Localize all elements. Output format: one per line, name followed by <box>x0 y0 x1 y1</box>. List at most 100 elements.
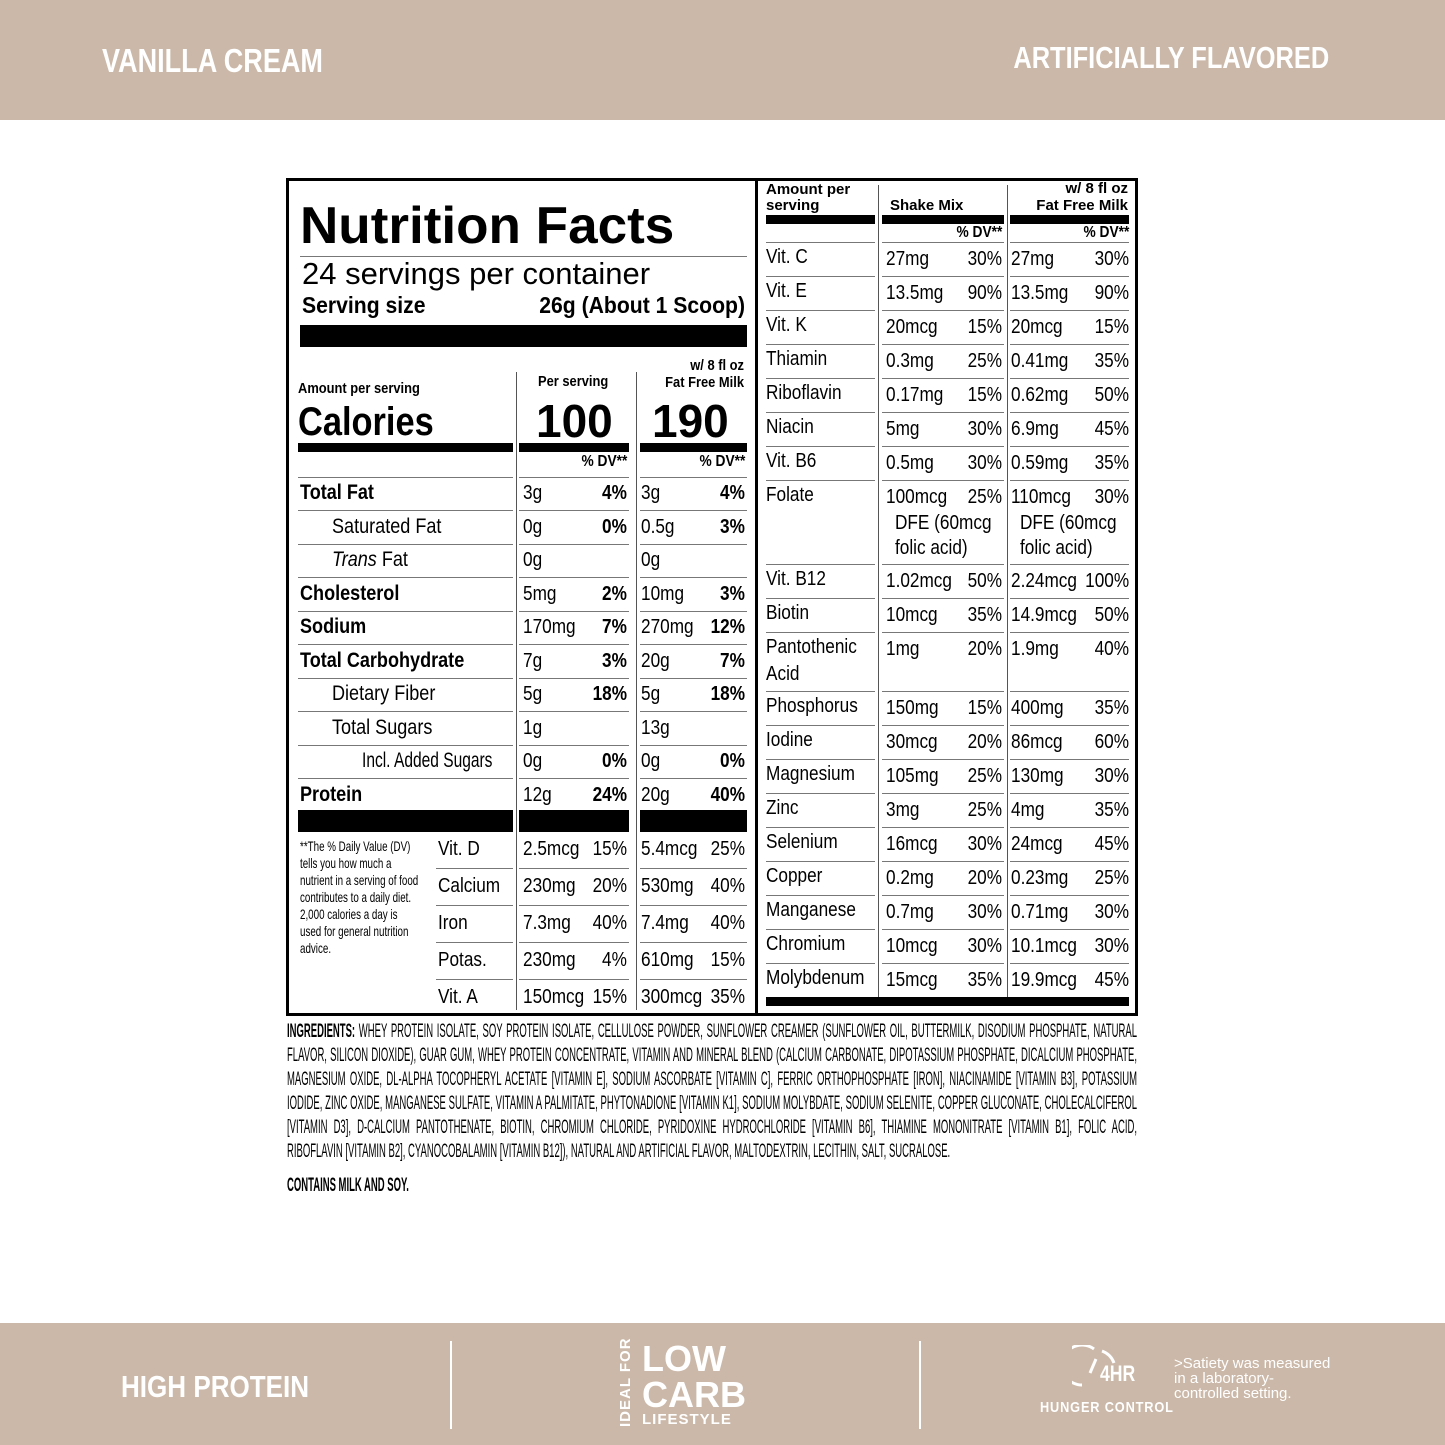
thick-divider <box>766 215 875 224</box>
dv-with-milk: 15% <box>1094 316 1129 338</box>
amount-with-milk: 270mg <box>641 616 694 638</box>
dv-with-milk: 90% <box>1094 282 1129 304</box>
amount-per-serving: 0g <box>523 549 543 571</box>
nutrient-name: Protein <box>300 782 363 806</box>
row-divider <box>882 412 1004 413</box>
header-band: VANILLA CREAM ARTIFICIALLY FLAVORED <box>0 0 1445 120</box>
amount-shake-mix: 10mcg <box>886 604 938 626</box>
amount-with-milk: 0.62mg <box>1011 384 1069 406</box>
row-divider <box>519 711 629 712</box>
dv-with-milk: 18% <box>710 683 745 705</box>
row-divider <box>766 895 875 896</box>
dv-with-milk: 3% <box>720 515 745 538</box>
thick-divider <box>640 810 747 832</box>
folate-note: DFE (60mcg <box>1020 512 1117 534</box>
nutrient-name: Thiamin <box>766 348 828 370</box>
nutrient-name: Magnesium <box>766 763 855 785</box>
per-serving-header: Per serving <box>538 373 609 390</box>
row-divider <box>882 480 1004 481</box>
row-divider <box>298 610 513 612</box>
dv-per-serving: 7% <box>602 616 627 638</box>
row-divider <box>519 543 629 545</box>
dv-with-milk: 15% <box>710 949 745 971</box>
amount-shake-mix: 27mg <box>886 248 930 270</box>
amount-with-milk: 20g <box>641 649 670 672</box>
amount-with-milk: 4mg <box>1011 799 1045 821</box>
amount-shake-mix: 16mcg <box>886 833 938 855</box>
row-divider <box>882 632 1004 633</box>
row-divider <box>298 510 513 511</box>
row-divider <box>1010 344 1129 345</box>
dv-with-milk: 4% <box>720 482 745 504</box>
nutrient-name: Selenium <box>766 831 838 853</box>
row-divider <box>300 256 747 257</box>
row-divider <box>1010 963 1129 964</box>
dv-with-milk: 30% <box>1094 935 1129 957</box>
row-divider <box>882 564 1004 565</box>
dv-shake-mix: 30% <box>967 901 1002 923</box>
dv-with-milk: 30% <box>1094 765 1129 787</box>
dv-per-serving: 0% <box>602 515 627 538</box>
dv-with-milk: 45% <box>1094 833 1129 855</box>
dv-with-milk: 25% <box>1094 867 1129 889</box>
dv-shake-mix: 50% <box>967 570 1002 592</box>
dv-per-serving: 4% <box>602 482 627 504</box>
dv-with-milk: 45% <box>1094 418 1129 440</box>
nutrition-facts-label <box>286 178 1138 1016</box>
dv-per-serving: 24% <box>592 783 627 806</box>
thick-divider <box>519 443 629 452</box>
dv-shake-mix: 25% <box>967 486 1002 508</box>
amount-per-serving: 0g <box>523 515 543 538</box>
nutrient-name: Biotin <box>766 602 810 624</box>
dv-shake-mix: 25% <box>967 350 1002 372</box>
dv-with-milk: 35% <box>1094 350 1129 372</box>
dv-with-milk: 50% <box>1094 384 1129 406</box>
row-divider <box>766 861 875 862</box>
amount-shake-mix: 20mcg <box>886 316 938 338</box>
nutrient-name: Cholesterol <box>300 581 400 605</box>
row-divider <box>298 711 513 712</box>
nutrient-name: Riboflavin <box>766 382 842 404</box>
nutrient-name: Trans Fat <box>332 548 408 571</box>
dv-shake-mix: 30% <box>967 248 1002 270</box>
dv-with-milk: 35% <box>1094 697 1129 719</box>
amount-with-milk: 110mcg <box>1011 486 1071 508</box>
amount-per-serving-label: Amount per serving <box>298 380 420 397</box>
row-divider <box>1010 827 1129 828</box>
hunger-hours: 4HR <box>1100 1361 1136 1386</box>
amount-shake-mix: 0.17mg <box>886 384 944 406</box>
row-divider <box>1010 480 1129 481</box>
row-divider <box>640 610 747 612</box>
amount-shake-mix: 3mg <box>886 799 920 821</box>
row-divider <box>519 644 629 645</box>
amount-with-milk: 0.71mg <box>1011 901 1069 923</box>
dv-with-milk: 30% <box>1094 901 1129 923</box>
thick-divider <box>298 810 513 832</box>
amount-with-milk: 530mg <box>641 875 694 897</box>
nutrient-name: Molybdenum <box>766 967 865 989</box>
dv-header: % DV** <box>581 453 627 470</box>
amount-per-serving: 230mg <box>523 875 576 897</box>
dv-shake-mix: 20% <box>967 638 1002 660</box>
amount-with-milk: 10mg <box>641 582 685 605</box>
column-divider <box>878 185 879 997</box>
vitamin-name: Vit. D <box>438 838 480 860</box>
column-divider <box>636 372 637 1010</box>
row-divider <box>519 942 629 943</box>
row-divider <box>766 691 875 692</box>
amount-with-milk: 19.9mcg <box>1011 969 1077 991</box>
row-divider <box>766 827 875 828</box>
amount-per-serving: 7g <box>523 649 543 672</box>
milk-header-line1: w/ 8 fl oz <box>1065 180 1128 197</box>
ingredients-text: WHEY PROTEIN ISOLATE, SOY PROTEIN ISOLAT… <box>287 1021 1138 1162</box>
amount-per-serving: 230mg <box>523 949 576 971</box>
nutrient-name: Phosphorus <box>766 695 858 717</box>
row-divider <box>882 861 1004 862</box>
row-divider <box>1010 310 1129 311</box>
dv-per-serving: 18% <box>592 683 627 705</box>
amount-with-milk: 0.23mg <box>1011 867 1069 889</box>
row-divider <box>882 242 1004 243</box>
row-divider <box>436 905 513 906</box>
shake-mix-header: Shake Mix <box>890 197 964 214</box>
amount-with-milk: 300mcg <box>641 986 703 1008</box>
